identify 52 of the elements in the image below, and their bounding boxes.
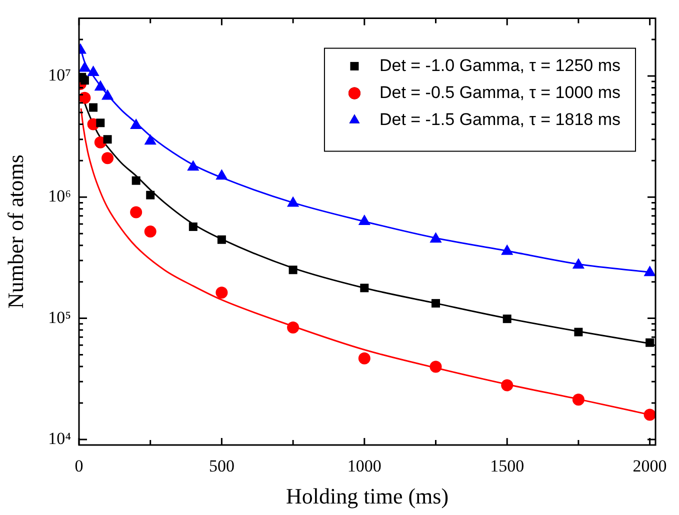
y-tick-label: 10⁷ xyxy=(48,65,72,84)
x-tick-label: 500 xyxy=(208,456,234,476)
point xyxy=(87,65,100,76)
point xyxy=(501,379,514,392)
point xyxy=(103,135,112,144)
point xyxy=(187,160,200,171)
x-tick-label: 2000 xyxy=(632,456,667,476)
point xyxy=(144,226,156,238)
point xyxy=(96,118,105,128)
point xyxy=(501,244,514,255)
y-tick-label: 10⁴ xyxy=(48,428,72,448)
point xyxy=(360,284,369,292)
point xyxy=(358,214,370,225)
point xyxy=(89,103,98,112)
point xyxy=(358,352,370,364)
point xyxy=(432,299,440,308)
point xyxy=(146,190,155,200)
point xyxy=(144,134,156,145)
point xyxy=(94,80,106,91)
point xyxy=(101,89,114,100)
point xyxy=(79,92,91,104)
point xyxy=(286,196,300,207)
x-tick-label: 1000 xyxy=(347,456,382,476)
point xyxy=(79,61,91,72)
x-tick-label: 1500 xyxy=(490,456,524,476)
point xyxy=(188,222,198,231)
point xyxy=(574,328,583,336)
point xyxy=(216,286,228,299)
point xyxy=(430,232,442,243)
x-tick-label: 0 xyxy=(74,456,84,476)
legend-label: Det = -0.5 Gamma, τ = 1000 ms xyxy=(379,82,621,102)
point xyxy=(572,258,585,269)
point xyxy=(644,408,656,421)
legend-label: Det = -1.5 Gamma, τ = 1818 ms xyxy=(379,110,621,129)
point xyxy=(287,321,300,334)
point xyxy=(130,206,142,218)
point xyxy=(216,169,228,180)
y-tick-label: 10⁶ xyxy=(48,186,72,206)
point xyxy=(132,176,140,185)
point xyxy=(430,360,442,373)
y-axis-title: Number of atoms xyxy=(2,154,28,309)
x-axis-title: Holding time (ms) xyxy=(286,484,449,509)
point xyxy=(502,314,512,324)
point xyxy=(572,394,584,406)
y-tick-label: 10⁵ xyxy=(48,308,72,327)
point xyxy=(217,235,226,244)
point xyxy=(102,152,114,164)
point xyxy=(646,338,654,347)
point xyxy=(288,266,298,274)
point xyxy=(130,118,142,130)
point xyxy=(644,266,656,276)
legend-label: Det = -1.0 Gamma, τ = 1250 ms xyxy=(379,56,621,75)
